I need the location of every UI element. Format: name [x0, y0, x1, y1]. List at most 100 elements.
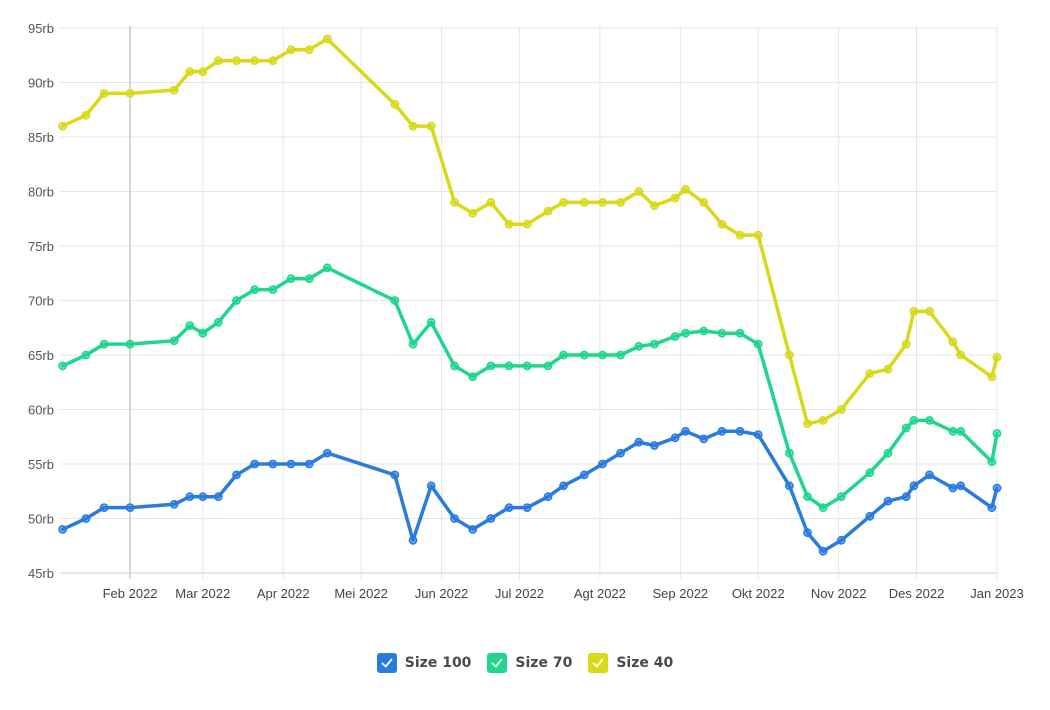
data-point[interactable] — [670, 433, 680, 443]
data-point[interactable] — [486, 514, 496, 523]
data-point[interactable] — [883, 448, 893, 458]
data-point[interactable] — [956, 350, 966, 360]
data-point[interactable] — [598, 350, 607, 360]
data-point[interactable] — [717, 426, 727, 436]
data-point[interactable] — [250, 459, 260, 469]
data-point[interactable] — [522, 503, 532, 512]
data-point[interactable] — [232, 296, 241, 305]
data-point[interactable] — [543, 492, 553, 502]
legend-item-size-100[interactable]: Size 100 — [376, 653, 471, 673]
data-point[interactable] — [426, 481, 436, 491]
data-point[interactable] — [865, 511, 875, 521]
data-point[interactable] — [579, 350, 589, 360]
data-point[interactable] — [909, 415, 919, 425]
data-point[interactable] — [58, 525, 67, 534]
data-point[interactable] — [818, 415, 828, 425]
legend-checkbox-size-100[interactable] — [376, 653, 397, 673]
data-point[interactable] — [58, 121, 67, 131]
data-point[interactable] — [198, 67, 208, 76]
data-point[interactable] — [616, 448, 625, 458]
data-point[interactable] — [504, 361, 514, 371]
data-point[interactable] — [559, 481, 568, 491]
data-point[interactable] — [408, 121, 418, 131]
data-point[interactable] — [901, 423, 911, 433]
data-point[interactable] — [169, 336, 179, 346]
data-point[interactable] — [803, 528, 812, 538]
data-point[interactable] — [169, 85, 179, 95]
data-point[interactable] — [486, 361, 496, 371]
data-point[interactable] — [450, 361, 459, 371]
data-point[interactable] — [486, 197, 496, 207]
data-point[interactable] — [616, 350, 625, 360]
data-point[interactable] — [735, 328, 745, 338]
data-point[interactable] — [559, 350, 568, 360]
data-point[interactable] — [125, 89, 135, 98]
data-point[interactable] — [169, 499, 179, 509]
data-point[interactable] — [956, 426, 966, 436]
data-point[interactable] — [883, 364, 893, 374]
data-point[interactable] — [125, 503, 135, 512]
data-point[interactable] — [650, 441, 659, 450]
data-point[interactable] — [390, 470, 400, 480]
data-point[interactable] — [450, 197, 459, 207]
data-point[interactable] — [286, 45, 296, 55]
data-point[interactable] — [99, 339, 109, 349]
data-point[interactable] — [125, 339, 135, 349]
data-point[interactable] — [185, 492, 195, 502]
data-point[interactable] — [99, 503, 109, 512]
data-point[interactable] — [681, 184, 690, 194]
data-point[interactable] — [634, 187, 644, 196]
data-point[interactable] — [717, 219, 727, 229]
data-point[interactable] — [987, 372, 997, 382]
data-point[interactable] — [865, 369, 875, 378]
data-point[interactable] — [390, 99, 400, 109]
data-point[interactable] — [785, 448, 794, 458]
data-point[interactable] — [785, 350, 794, 360]
data-point[interactable] — [213, 56, 223, 66]
data-point[interactable] — [650, 339, 659, 349]
data-point[interactable] — [681, 328, 690, 338]
legend-checkbox-size-40[interactable] — [588, 653, 609, 673]
data-point[interactable] — [956, 481, 966, 491]
data-point[interactable] — [268, 459, 278, 469]
data-point[interactable] — [504, 219, 514, 229]
data-point[interactable] — [426, 121, 436, 131]
data-point[interactable] — [598, 459, 607, 469]
data-point[interactable] — [753, 230, 763, 240]
data-point[interactable] — [543, 361, 553, 371]
data-point[interactable] — [992, 429, 1002, 438]
data-point[interactable] — [948, 337, 958, 347]
data-point[interactable] — [268, 56, 278, 66]
data-point[interactable] — [268, 285, 278, 294]
data-point[interactable] — [818, 546, 828, 556]
data-point[interactable] — [634, 341, 644, 351]
legend-item-size-70[interactable]: Size 70 — [487, 653, 572, 673]
data-point[interactable] — [99, 89, 109, 98]
data-point[interactable] — [785, 481, 794, 491]
data-point[interactable] — [836, 535, 846, 545]
data-point[interactable] — [304, 45, 314, 55]
data-point[interactable] — [735, 426, 745, 436]
data-point[interactable] — [901, 339, 911, 349]
data-point[interactable] — [579, 197, 589, 207]
data-point[interactable] — [987, 503, 997, 512]
data-point[interactable] — [803, 419, 812, 429]
data-point[interactable] — [81, 110, 91, 120]
data-point[interactable] — [390, 296, 400, 305]
data-point[interactable] — [883, 496, 893, 506]
data-point[interactable] — [286, 459, 296, 469]
data-point[interactable] — [598, 197, 607, 207]
data-point[interactable] — [468, 525, 478, 534]
data-point[interactable] — [717, 328, 727, 338]
data-point[interactable] — [925, 415, 934, 425]
data-point[interactable] — [450, 514, 459, 523]
data-point[interactable] — [543, 206, 553, 216]
data-point[interactable] — [901, 492, 911, 502]
data-point[interactable] — [987, 457, 997, 467]
data-point[interactable] — [322, 34, 332, 44]
data-point[interactable] — [185, 321, 195, 330]
data-point[interactable] — [408, 535, 418, 545]
data-point[interactable] — [198, 492, 208, 502]
data-point[interactable] — [579, 470, 589, 480]
data-point[interactable] — [699, 197, 709, 207]
